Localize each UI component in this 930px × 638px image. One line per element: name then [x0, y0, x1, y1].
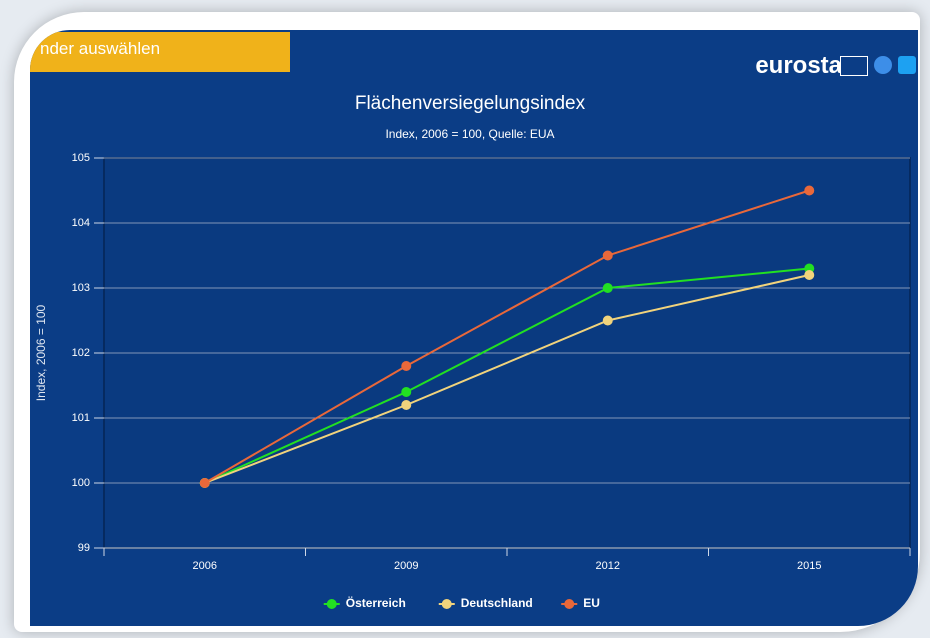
y-tick-label: 102: [72, 347, 90, 359]
y-tick-label: 104: [72, 217, 90, 229]
legend-label: Deutschland: [461, 596, 533, 610]
chart-title: Flächenversiegelungsindex: [355, 93, 586, 114]
legend-marker: [326, 599, 337, 609]
legend-label: EU: [583, 596, 600, 610]
point: [401, 361, 412, 371]
embed-icon[interactable]: [874, 56, 892, 74]
logo: eurostat: [755, 52, 850, 79]
x-tick-label: 2012: [596, 560, 620, 572]
y-tick-label: 101: [72, 412, 90, 424]
chart-subtitle: Index, 2006 = 100, Quelle: EUA: [385, 127, 554, 141]
y-tick-label: 100: [72, 477, 90, 489]
legend-marker: [564, 599, 575, 609]
y-tick-label: 105: [72, 152, 90, 164]
x-tick-label: 2009: [394, 560, 418, 572]
y-axis-label: Index, 2006 = 100: [34, 304, 48, 401]
point: [602, 315, 613, 326]
series-line: [204, 189, 810, 484]
y-tick-label: 103: [72, 282, 90, 294]
legend-marker: [441, 599, 452, 609]
x-tick-label: 2006: [193, 560, 217, 572]
point: [199, 478, 210, 488]
x-tick-label: 2015: [797, 560, 821, 572]
country-select-button[interactable]: nder auswählen: [30, 32, 290, 72]
point: [602, 283, 613, 293]
point: [401, 400, 412, 410]
legend-label: Österreich: [346, 595, 406, 610]
point: [804, 270, 815, 280]
series-line: [204, 274, 810, 484]
point: [804, 185, 815, 196]
series-line: [204, 267, 810, 484]
twitter-icon[interactable]: [898, 56, 916, 74]
point: [602, 250, 613, 261]
eu-flag: [840, 56, 868, 76]
y-tick-label: 99: [78, 542, 90, 554]
point: [401, 387, 412, 397]
